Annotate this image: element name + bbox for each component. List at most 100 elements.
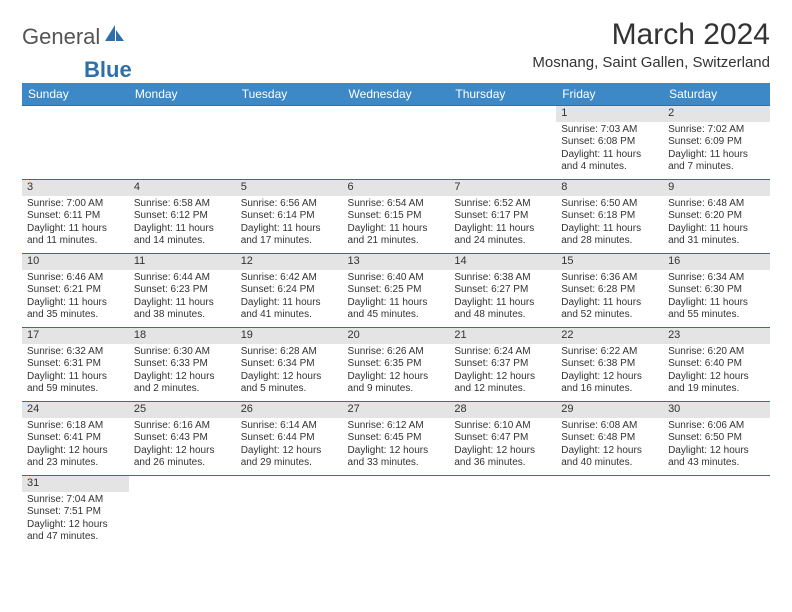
day-body: Sunrise: 6:30 AMSunset: 6:33 PMDaylight:… [129, 344, 236, 399]
sunset-line: Sunset: 6:45 PM [348, 432, 445, 445]
sunrise-line: Sunrise: 6:24 AM [454, 346, 551, 359]
sunrise-line: Sunrise: 6:34 AM [668, 272, 765, 285]
day-number: 4 [129, 180, 236, 196]
sunrise-line: Sunrise: 6:50 AM [561, 198, 658, 211]
sunset-line: Sunset: 6:18 PM [561, 210, 658, 223]
sunrise-line: Sunrise: 6:44 AM [134, 272, 231, 285]
calendar-cell [22, 106, 129, 180]
calendar-row: 1Sunrise: 7:03 AMSunset: 6:08 PMDaylight… [22, 106, 770, 180]
sunrise-line: Sunrise: 6:58 AM [134, 198, 231, 211]
day-number: 9 [663, 180, 770, 196]
calendar-cell: 31Sunrise: 7:04 AMSunset: 7:51 PMDayligh… [22, 476, 129, 550]
day-body: Sunrise: 7:00 AMSunset: 6:11 PMDaylight:… [22, 196, 129, 251]
calendar-cell: 23Sunrise: 6:20 AMSunset: 6:40 PMDayligh… [663, 328, 770, 402]
day-body: Sunrise: 6:08 AMSunset: 6:48 PMDaylight:… [556, 418, 663, 473]
day-number: 31 [22, 476, 129, 492]
sunrise-line: Sunrise: 7:02 AM [668, 124, 765, 137]
daylight-line: Daylight: 12 hours and 47 minutes. [27, 519, 124, 544]
calendar-cell: 28Sunrise: 6:10 AMSunset: 6:47 PMDayligh… [449, 402, 556, 476]
day-number: 3 [22, 180, 129, 196]
sunset-line: Sunset: 6:27 PM [454, 284, 551, 297]
sunset-line: Sunset: 6:50 PM [668, 432, 765, 445]
location-text: Mosnang, Saint Gallen, Switzerland [532, 54, 770, 71]
day-body: Sunrise: 6:12 AMSunset: 6:45 PMDaylight:… [343, 418, 450, 473]
day-number: 17 [22, 328, 129, 344]
daylight-line: Daylight: 12 hours and 2 minutes. [134, 371, 231, 396]
brand-logo: General [22, 24, 126, 50]
calendar-cell [129, 106, 236, 180]
calendar-cell: 25Sunrise: 6:16 AMSunset: 6:43 PMDayligh… [129, 402, 236, 476]
day-number: 25 [129, 402, 236, 418]
day-number: 6 [343, 180, 450, 196]
brand-word2: Blue [84, 57, 132, 83]
day-body: Sunrise: 6:50 AMSunset: 6:18 PMDaylight:… [556, 196, 663, 251]
day-body: Sunrise: 6:40 AMSunset: 6:25 PMDaylight:… [343, 270, 450, 325]
day-number: 23 [663, 328, 770, 344]
day-body: Sunrise: 6:44 AMSunset: 6:23 PMDaylight:… [129, 270, 236, 325]
daylight-line: Daylight: 11 hours and 31 minutes. [668, 223, 765, 248]
daylight-line: Daylight: 11 hours and 4 minutes. [561, 149, 658, 174]
calendar-cell: 19Sunrise: 6:28 AMSunset: 6:34 PMDayligh… [236, 328, 343, 402]
calendar-cell: 14Sunrise: 6:38 AMSunset: 6:27 PMDayligh… [449, 254, 556, 328]
day-header: Tuesday [236, 83, 343, 106]
title-block: March 2024 Mosnang, Saint Gallen, Switze… [532, 18, 770, 71]
day-number: 28 [449, 402, 556, 418]
sunset-line: Sunset: 6:30 PM [668, 284, 765, 297]
sunrise-line: Sunrise: 6:14 AM [241, 420, 338, 433]
calendar-cell [236, 106, 343, 180]
sunrise-line: Sunrise: 6:38 AM [454, 272, 551, 285]
calendar-cell: 8Sunrise: 6:50 AMSunset: 6:18 PMDaylight… [556, 180, 663, 254]
calendar-row: 31Sunrise: 7:04 AMSunset: 7:51 PMDayligh… [22, 476, 770, 550]
day-body: Sunrise: 6:06 AMSunset: 6:50 PMDaylight:… [663, 418, 770, 473]
daylight-line: Daylight: 11 hours and 24 minutes. [454, 223, 551, 248]
day-number: 14 [449, 254, 556, 270]
calendar-cell: 24Sunrise: 6:18 AMSunset: 6:41 PMDayligh… [22, 402, 129, 476]
calendar-cell: 20Sunrise: 6:26 AMSunset: 6:35 PMDayligh… [343, 328, 450, 402]
sunset-line: Sunset: 6:34 PM [241, 358, 338, 371]
sunset-line: Sunset: 6:25 PM [348, 284, 445, 297]
day-number: 8 [556, 180, 663, 196]
sunrise-line: Sunrise: 6:18 AM [27, 420, 124, 433]
calendar-cell: 11Sunrise: 6:44 AMSunset: 6:23 PMDayligh… [129, 254, 236, 328]
calendar-cell [449, 476, 556, 550]
sunset-line: Sunset: 6:23 PM [134, 284, 231, 297]
calendar-cell [449, 106, 556, 180]
day-header: Friday [556, 83, 663, 106]
calendar-row: 10Sunrise: 6:46 AMSunset: 6:21 PMDayligh… [22, 254, 770, 328]
sunrise-line: Sunrise: 6:28 AM [241, 346, 338, 359]
daylight-line: Daylight: 11 hours and 52 minutes. [561, 297, 658, 322]
day-body: Sunrise: 6:26 AMSunset: 6:35 PMDaylight:… [343, 344, 450, 399]
sunrise-line: Sunrise: 7:00 AM [27, 198, 124, 211]
day-body: Sunrise: 6:18 AMSunset: 6:41 PMDaylight:… [22, 418, 129, 473]
day-body: Sunrise: 7:04 AMSunset: 7:51 PMDaylight:… [22, 492, 129, 547]
sunset-line: Sunset: 6:21 PM [27, 284, 124, 297]
calendar-cell: 10Sunrise: 6:46 AMSunset: 6:21 PMDayligh… [22, 254, 129, 328]
day-body: Sunrise: 6:10 AMSunset: 6:47 PMDaylight:… [449, 418, 556, 473]
daylight-line: Daylight: 12 hours and 43 minutes. [668, 445, 765, 470]
sunrise-line: Sunrise: 7:03 AM [561, 124, 658, 137]
day-header: Thursday [449, 83, 556, 106]
daylight-line: Daylight: 12 hours and 23 minutes. [27, 445, 124, 470]
day-body: Sunrise: 7:02 AMSunset: 6:09 PMDaylight:… [663, 122, 770, 177]
calendar-cell: 22Sunrise: 6:22 AMSunset: 6:38 PMDayligh… [556, 328, 663, 402]
calendar-cell: 3Sunrise: 7:00 AMSunset: 6:11 PMDaylight… [22, 180, 129, 254]
sunset-line: Sunset: 6:31 PM [27, 358, 124, 371]
day-number: 18 [129, 328, 236, 344]
daylight-line: Daylight: 11 hours and 38 minutes. [134, 297, 231, 322]
day-body: Sunrise: 6:52 AMSunset: 6:17 PMDaylight:… [449, 196, 556, 251]
sunset-line: Sunset: 6:40 PM [668, 358, 765, 371]
daylight-line: Daylight: 11 hours and 45 minutes. [348, 297, 445, 322]
day-body: Sunrise: 6:24 AMSunset: 6:37 PMDaylight:… [449, 344, 556, 399]
sunset-line: Sunset: 6:11 PM [27, 210, 124, 223]
daylight-line: Daylight: 11 hours and 59 minutes. [27, 371, 124, 396]
day-body: Sunrise: 6:54 AMSunset: 6:15 PMDaylight:… [343, 196, 450, 251]
sunset-line: Sunset: 6:47 PM [454, 432, 551, 445]
sunset-line: Sunset: 6:17 PM [454, 210, 551, 223]
calendar-cell: 9Sunrise: 6:48 AMSunset: 6:20 PMDaylight… [663, 180, 770, 254]
sunset-line: Sunset: 6:24 PM [241, 284, 338, 297]
calendar-row: 3Sunrise: 7:00 AMSunset: 6:11 PMDaylight… [22, 180, 770, 254]
calendar-cell: 30Sunrise: 6:06 AMSunset: 6:50 PMDayligh… [663, 402, 770, 476]
day-number: 12 [236, 254, 343, 270]
day-number: 15 [556, 254, 663, 270]
day-body: Sunrise: 6:14 AMSunset: 6:44 PMDaylight:… [236, 418, 343, 473]
